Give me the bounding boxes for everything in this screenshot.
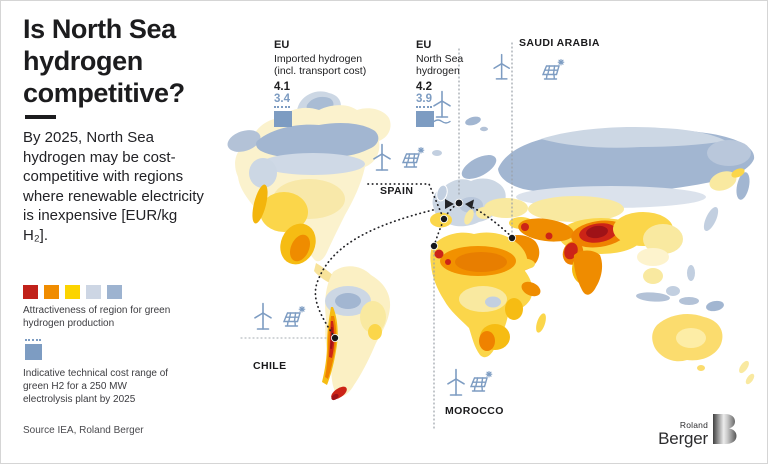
callout-value-low: 3.4 bbox=[274, 93, 290, 108]
map-region-north-america bbox=[227, 105, 391, 286]
legend-swatch bbox=[107, 285, 122, 299]
callout-eu-north-sea-hydrogen: EU North Sea hydrogen 4.2 3.9 bbox=[416, 39, 463, 127]
map-dot-spain bbox=[439, 214, 448, 223]
map-region-asia bbox=[484, 127, 755, 312]
callout-value-low: 3.9 bbox=[416, 93, 432, 108]
logo-name-top: Roland bbox=[679, 420, 708, 430]
region-label-morocco: MOROCCO bbox=[445, 405, 504, 417]
map-dot-chile bbox=[330, 333, 339, 342]
callout-value-high: 4.2 bbox=[416, 80, 432, 93]
region-label-saudi-arabia: SAUDI ARABIA bbox=[519, 37, 600, 49]
logo-name-bottom: Berger bbox=[658, 429, 708, 448]
hydrogen-route-lines bbox=[314, 183, 513, 339]
roland-berger-logo: Roland Berger bbox=[658, 420, 741, 448]
callout-desc: Imported hydrogen bbox=[274, 52, 363, 65]
legend-swatch bbox=[44, 285, 59, 299]
solar-panel-icon bbox=[283, 305, 306, 327]
source-note: Source IEA, Roland Berger bbox=[23, 425, 144, 436]
map-dot-north-sea bbox=[454, 198, 464, 208]
intro-text: By 2025, North Sea hydrogen may be cost-… bbox=[23, 129, 204, 244]
legend-swatch bbox=[65, 285, 80, 299]
roland-berger-logo-mark bbox=[713, 414, 737, 444]
map-region-south-america bbox=[322, 266, 391, 401]
map-dot-morocco bbox=[429, 241, 438, 250]
region-label-chile: CHILE bbox=[253, 360, 287, 372]
attractiveness-legend-label: Attractiveness of region for green hydro… bbox=[23, 305, 171, 329]
page-title: Is North Sea hydrogen competitive? bbox=[23, 14, 185, 108]
cost-range-legend-label: Indicative technical cost range of green… bbox=[23, 368, 169, 405]
wind-turbine-icon bbox=[447, 368, 465, 396]
callout-value-high: 4.1 bbox=[274, 80, 290, 93]
wind-turbine-icon bbox=[493, 53, 511, 80]
callout-desc: (incl. transport cost) bbox=[274, 65, 367, 77]
legend-swatch bbox=[86, 285, 101, 299]
cost-range-dashes bbox=[25, 339, 41, 341]
callout-region: EU bbox=[416, 39, 432, 51]
attractiveness-swatches bbox=[23, 285, 122, 299]
callout-connector-lines bbox=[240, 42, 513, 430]
solar-panel-icon bbox=[470, 370, 493, 392]
route-arrowheads bbox=[445, 199, 474, 209]
callout-region: EU bbox=[274, 39, 290, 51]
legend-swatch bbox=[23, 285, 38, 299]
wind-turbine-icon bbox=[254, 302, 272, 330]
callout-desc: North Sea bbox=[416, 52, 464, 65]
callout-eu-imported-hydrogen: EU Imported hydrogen (incl. transport co… bbox=[274, 39, 366, 127]
map-region-africa bbox=[430, 232, 546, 358]
cost-range-swatch bbox=[274, 110, 292, 127]
cost-range-swatch bbox=[416, 110, 434, 127]
callout-desc: hydrogen bbox=[416, 65, 460, 77]
map-dot-middle-east bbox=[507, 233, 516, 242]
solar-panel-icon bbox=[402, 146, 425, 168]
map-dots bbox=[330, 198, 516, 342]
title-rule bbox=[25, 115, 56, 119]
region-label-spain: SPAIN bbox=[380, 185, 414, 197]
cost-range-swatch bbox=[25, 344, 42, 360]
solar-panel-icon bbox=[542, 58, 565, 80]
map-region-australia bbox=[652, 313, 755, 385]
